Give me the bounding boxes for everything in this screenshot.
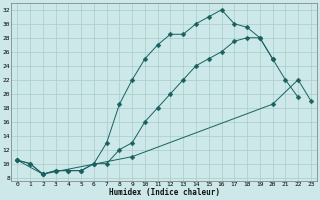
X-axis label: Humidex (Indice chaleur): Humidex (Indice chaleur) [108, 188, 220, 197]
